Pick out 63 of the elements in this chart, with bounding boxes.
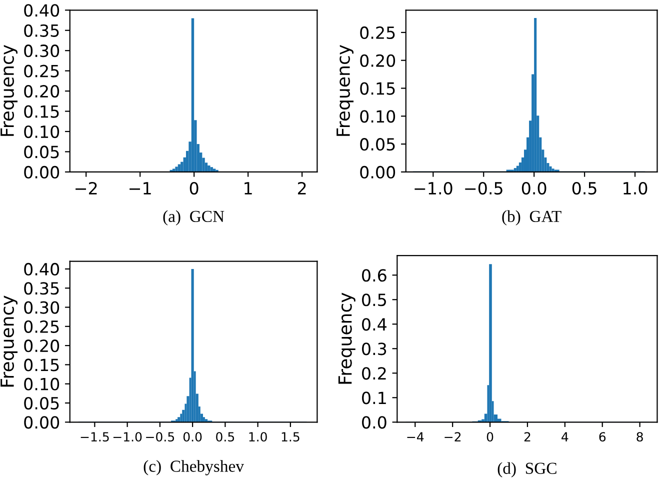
y-tick-label: 0.2 <box>362 367 386 380</box>
y-tick-label: 0.30 <box>24 301 60 314</box>
x-tick-label: −2 <box>444 432 461 442</box>
x-tick-label: −1.0 <box>414 182 452 195</box>
y-tick-label: 0.25 <box>24 64 59 78</box>
y-axis-title: Frequency <box>336 44 354 136</box>
x-tick-label: 0 <box>190 182 198 195</box>
y-tick-label: 0.6 <box>362 269 386 282</box>
x-tick-label: 8 <box>636 432 643 442</box>
y-tick-label: 0.05 <box>24 396 59 410</box>
y-tick-label: 0.3 <box>362 342 386 356</box>
text: (d) SGC <box>498 462 556 478</box>
x-tick-label: 0 <box>486 432 494 442</box>
x-tick-label: 0.5 <box>216 432 234 442</box>
y-axis-title: Frequency <box>0 44 18 136</box>
x-tick-label: 2 <box>524 432 530 442</box>
y-tick-label: 0.25 <box>360 26 395 40</box>
x-tick-label: 6 <box>599 432 606 442</box>
x-tick-label: −0.5 <box>465 182 502 195</box>
y-tick-label: 0.10 <box>24 125 60 138</box>
x-tick-label: 4 <box>562 432 568 442</box>
y-tick-label: 0.05 <box>24 146 59 158</box>
y-tick-label: 0.00 <box>24 416 60 429</box>
x-tick-label: 1.5 <box>282 432 300 442</box>
y-axis-title: Frequency <box>338 292 356 384</box>
y-tick-label: 0.20 <box>360 54 396 67</box>
y-tick-label: 0.40 <box>24 4 60 17</box>
y-tick-label: 0.05 <box>360 138 395 151</box>
x-tick-label: −2 <box>76 182 97 194</box>
y-tick-label: 0.25 <box>24 320 59 333</box>
y-tick-label: 0.30 <box>24 44 60 58</box>
x-tick-label: −1 <box>130 182 151 194</box>
y-tick-label: 0.00 <box>360 166 396 179</box>
x-tick-label: 0.0 <box>522 182 546 195</box>
x-tick-label: 1 <box>244 182 252 194</box>
y-tick-label: 0.35 <box>24 24 59 37</box>
x-tick-label: 2 <box>298 182 306 194</box>
y-tick-label: 0.4 <box>362 318 386 331</box>
y-tick-label: 0.10 <box>360 110 396 123</box>
x-tick-label: 1.0 <box>249 432 267 442</box>
y-tick-label: 0.15 <box>24 105 59 118</box>
y-tick-label: 0.35 <box>24 282 59 295</box>
y-tick-label: 0.10 <box>24 378 60 390</box>
y-tick-label: 0.1 <box>362 392 386 404</box>
x-tick-label: 0.0 <box>183 432 202 442</box>
y-tick-label: 0.0 <box>362 416 386 429</box>
x-tick-label: −1.5 <box>80 432 109 442</box>
x-tick-label: −1.0 <box>113 432 142 442</box>
x-tick-label: −4 <box>407 432 424 442</box>
x-tick-label: 1.0 <box>624 182 648 195</box>
text: (b) GAT <box>502 210 562 226</box>
y-tick-label: 0.15 <box>24 358 59 372</box>
y-tick-label: 0.00 <box>24 166 60 179</box>
y-tick-label: 0.20 <box>24 340 60 352</box>
text: (a) GCN <box>163 210 224 226</box>
x-tick-label: −0.5 <box>146 432 174 442</box>
y-tick-label: 0.5 <box>362 294 386 306</box>
y-tick-label: 0.20 <box>24 85 60 98</box>
y-tick-label: 0.15 <box>360 82 395 95</box>
y-axis-title: Frequency <box>0 296 18 387</box>
y-tick-label: 0.40 <box>24 262 60 276</box>
x-tick-label: 0.5 <box>572 182 596 195</box>
text: (c) Chebyshev <box>144 460 244 476</box>
